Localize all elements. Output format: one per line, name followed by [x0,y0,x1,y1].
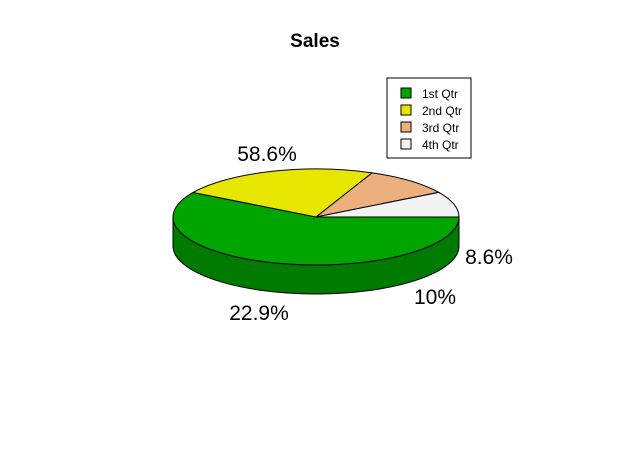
legend-swatch-1 [400,87,412,99]
chart-title: Sales [290,31,340,52]
legend-label-3: 3rd Qtr [422,121,459,135]
data-label-1: 58.6% [237,143,297,166]
data-labels: 58.6% 22.9% 10% 8.6% [229,143,513,325]
pie-group [172,168,460,295]
data-label-4: 8.6% [465,246,513,269]
legend-label-2: 2nd Qtr [422,104,462,118]
legend-label-1: 1st Qtr [422,87,458,101]
legend-label-4: 4th Qtr [422,138,459,152]
slice-2 [191,168,374,218]
data-label-3: 10% [414,286,456,309]
slice-3 [315,172,441,218]
legend: 1st Qtr 2nd Qtr 3rd Qtr 4th Qtr [386,77,472,159]
legend-swatch-2 [400,104,412,116]
legend-swatch-4 [400,138,412,150]
data-label-2: 22.9% [229,302,289,325]
slice-1 [172,191,460,266]
slice-4 [315,191,460,218]
legend-swatch-3 [400,121,412,133]
